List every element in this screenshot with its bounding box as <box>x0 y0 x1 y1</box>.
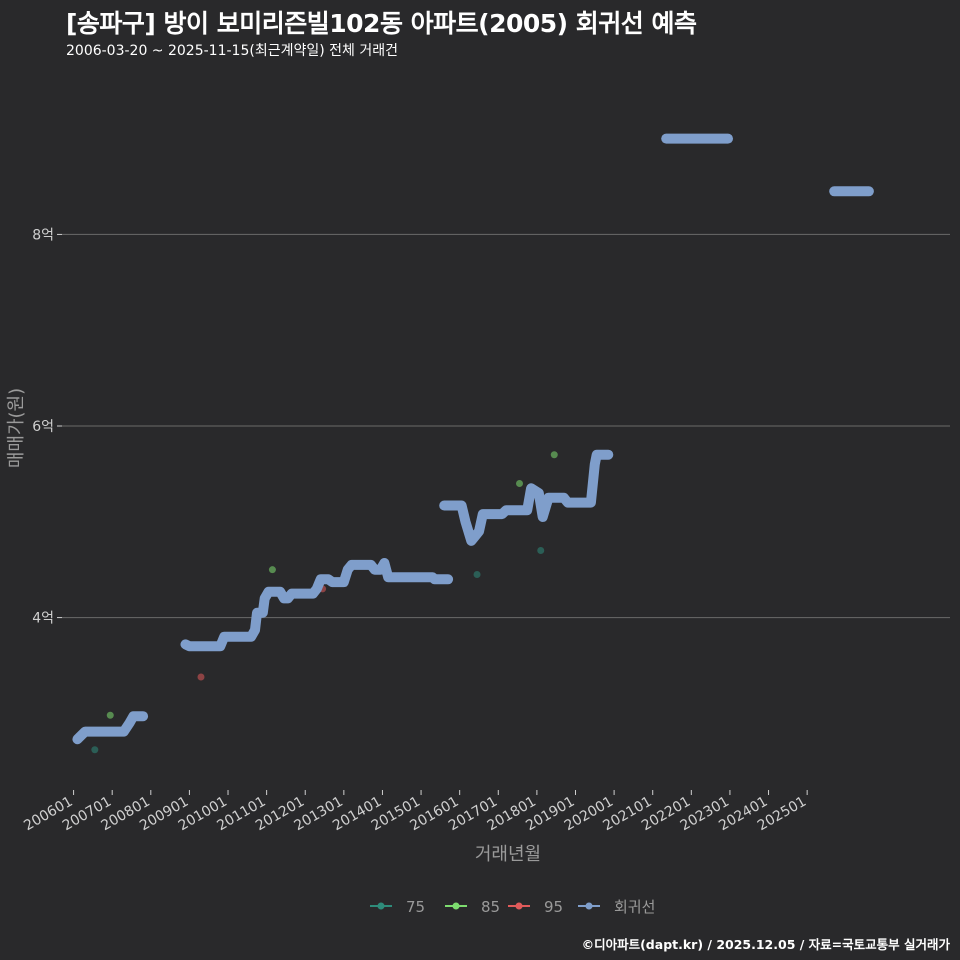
regression-line-segment <box>180 558 454 652</box>
legend: 75 85 95 회귀선 <box>370 898 655 916</box>
y-tick-label: 6억 <box>32 419 54 435</box>
source-footer: ©디아파트(dapt.kr) / 2025.12.05 / 자료=국토교통부 실… <box>581 937 950 952</box>
data-point-85 <box>106 711 114 719</box>
scatter-layer <box>91 451 558 754</box>
y-tick-label: 4억 <box>32 611 54 627</box>
chart-title: [송파구] 방이 보미리즌빌102동 아파트(2005) 회귀선 예측 <box>66 9 697 38</box>
data-point-85 <box>516 479 524 487</box>
data-point-85 <box>268 566 276 574</box>
data-point-95 <box>197 673 205 681</box>
legend-label: 회귀선 <box>614 898 655 916</box>
y-axis-ticks: 4억 6억 8억 <box>32 227 62 627</box>
legend-label: 85 <box>481 898 500 916</box>
legend-marker-75 <box>377 902 385 910</box>
data-point-75 <box>537 547 545 555</box>
y-axis-title: 매매가(원) <box>6 388 27 468</box>
data-point-75 <box>91 746 99 754</box>
legend-marker-95 <box>515 902 523 910</box>
legend-label: 95 <box>544 898 563 916</box>
legend-marker-85 <box>452 902 460 910</box>
regression-line-segment <box>439 449 614 546</box>
grid-layer <box>62 233 950 619</box>
chart-subtitle: 2006-03-20 ~ 2025-11-15(최근계약일) 전체 거래건 <box>66 43 398 59</box>
legend-label: 75 <box>406 898 425 916</box>
regression-layer <box>72 133 874 745</box>
regression-line-segment <box>72 711 149 745</box>
data-point-85 <box>550 451 558 459</box>
x-axis-ticks: 2006012007012008012009012010012011012012… <box>21 790 809 834</box>
x-axis-title: 거래년월 <box>475 844 541 865</box>
legend-marker-회귀선 <box>585 902 593 910</box>
y-tick-label: 8억 <box>32 227 54 243</box>
data-point-75 <box>473 570 481 578</box>
